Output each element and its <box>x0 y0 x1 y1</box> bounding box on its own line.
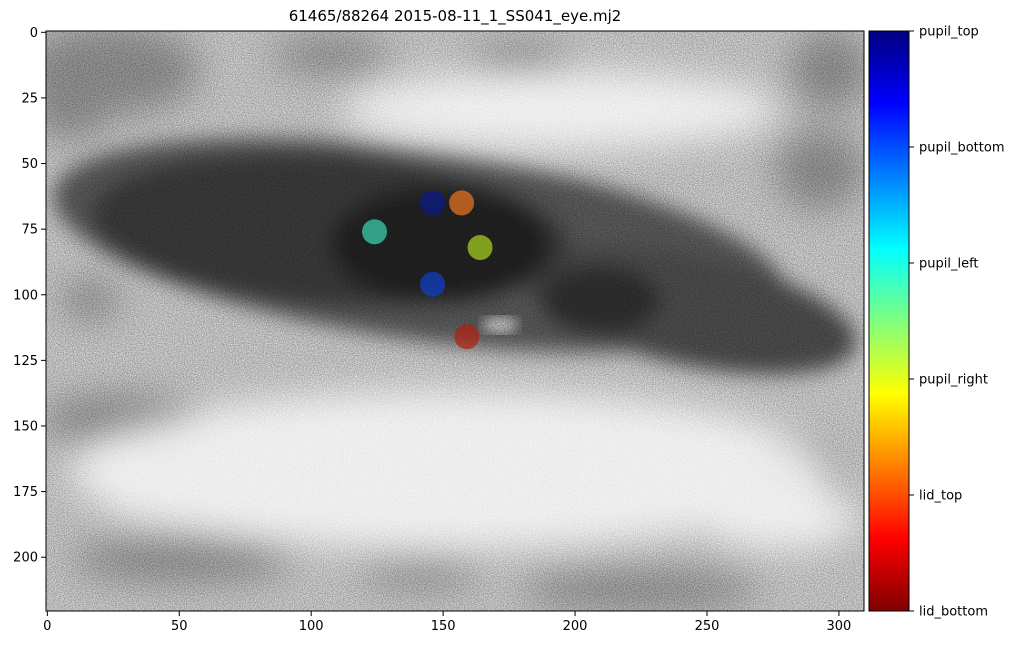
figure-title: 61465/88264 2015-08-11_1_SS041_eye.mj2 <box>289 7 622 26</box>
colorbar-label-lid-bottom: lid_bottom <box>919 605 988 620</box>
x-tick-label: 0 <box>43 619 51 634</box>
keypoint-pupil-bottom <box>420 271 446 297</box>
y-tick-label: 75 <box>21 223 38 238</box>
colorbar-gradient <box>868 30 910 612</box>
x-tick-label: 250 <box>695 619 720 634</box>
keypoint-lid-bottom <box>454 324 480 350</box>
y-tick-label: 0 <box>30 26 38 41</box>
colorbar-label-pupil-left: pupil_left <box>919 257 979 272</box>
y-tick-label: 25 <box>21 91 38 106</box>
y-tick-label: 200 <box>13 551 38 566</box>
y-tick-label: 125 <box>13 354 38 369</box>
x-tick-label: 100 <box>299 619 324 634</box>
colorbar-label-pupil-top: pupil_top <box>919 25 979 40</box>
x-axis: 0 50 100 150 200 250 300 <box>43 611 851 634</box>
eye-image <box>46 31 864 611</box>
y-tick-label: 150 <box>13 419 38 434</box>
colorbar-labels: pupil_top pupil_bottom pupil_left pupil_rig… <box>909 25 1004 620</box>
keypoints-layer <box>362 190 493 350</box>
keypoint-pupil-left <box>362 219 388 245</box>
colorbar-label-pupil-right: pupil_right <box>919 373 988 388</box>
x-tick-label: 200 <box>563 619 588 634</box>
colorbar-label-lid-top: lid_top <box>919 489 962 504</box>
y-axis: 0 25 50 75 100 125 150 175 200 <box>13 26 46 566</box>
colorbar: pupil_top pupil_bottom pupil_left pupil_rig… <box>868 25 1004 620</box>
keypoint-lid-top <box>449 190 475 216</box>
x-tick-label: 150 <box>431 619 456 634</box>
y-tick-label: 50 <box>21 157 38 172</box>
image-axes-frame <box>45 30 865 612</box>
y-tick-label: 175 <box>13 485 38 500</box>
x-tick-label: 300 <box>827 619 852 634</box>
y-tick-label: 100 <box>13 288 38 303</box>
keypoint-pupil-right <box>467 235 493 261</box>
colorbar-label-pupil-bottom: pupil_bottom <box>919 141 1004 156</box>
keypoint-pupil-top <box>420 190 446 216</box>
x-tick-label: 50 <box>171 619 188 634</box>
